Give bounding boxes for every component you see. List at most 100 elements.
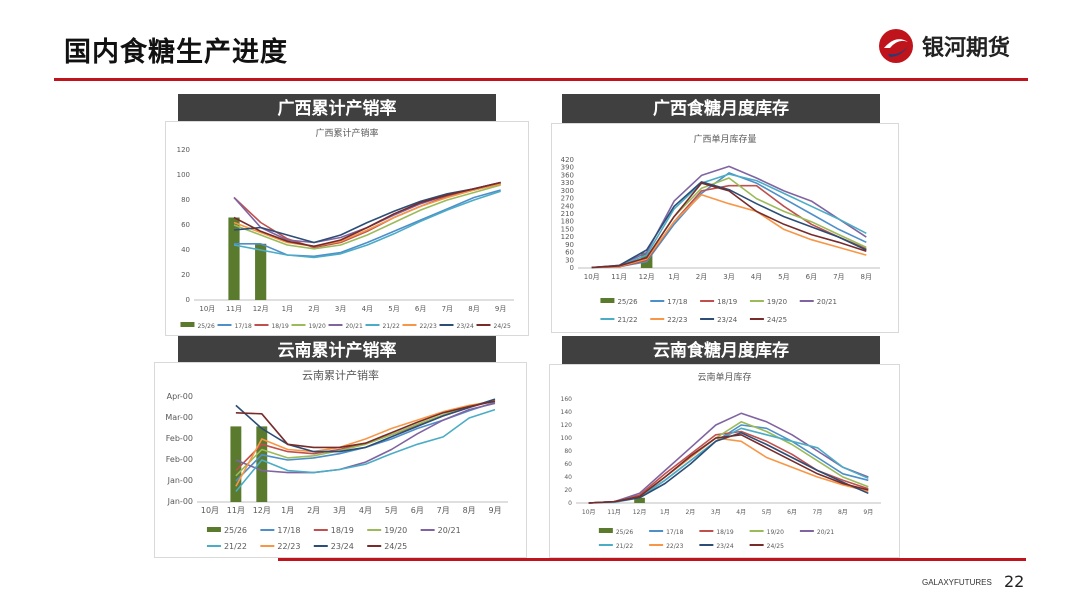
chart-gx_rate-legend-label: 24/25 — [494, 323, 511, 330]
chart-yn_rate-legend-label: 21/22 — [224, 542, 247, 551]
chart-gx-stock: 广西单月库存量 0 30 60 90 120 150 180 210 240 270 300 330 36… — [551, 123, 899, 333]
chart-gx_stock-xtick-label: 3月 — [723, 273, 734, 281]
chart-yn_stock-ytick-label: 60 — [564, 461, 572, 468]
chart-yn_rate-legend-swatch — [206, 527, 221, 532]
chart-yn_stock-xtick-label: 11月 — [607, 509, 621, 516]
chart-gx_stock-xtick-label: 8月 — [861, 273, 872, 281]
chart-yn_stock-legend-label: 18/19 — [716, 529, 733, 536]
chart-yn_stock-ytick-label: 160 — [561, 396, 573, 403]
chart-yn_stock-legend-label: 21/22 — [616, 543, 633, 550]
chart-yn_rate-legend-label: 20/21 — [438, 526, 461, 535]
chart-yn_stock-xtick-label: 3月 — [711, 509, 721, 516]
chart-yn_rate-ytick-label: Jan-00 — [167, 476, 193, 485]
chart-yn_rate-ytick-label: Apr-00 — [167, 392, 193, 401]
logo-text: 银河期货 — [922, 36, 1011, 61]
chart-yn_rate-xtick-label: 10月 — [201, 506, 219, 515]
chart-yn_stock-ytick-label: 100 — [561, 435, 573, 442]
chart-gx_rate-ytick-label: 0 — [186, 296, 190, 304]
chart-gx_stock-legend-label: 22/23 — [667, 316, 687, 324]
chart-gx_stock-series-line — [591, 184, 867, 269]
chart-gx_stock-series-line — [591, 182, 867, 269]
chart-yn_rate-legend-label: 17/18 — [277, 526, 300, 535]
chart-yn_rate-xtick-label: 6月 — [411, 506, 424, 515]
chart-yn_rate-xtick-label: 1月 — [281, 506, 294, 515]
chart-gx_stock-xtick-label: 10月 — [584, 273, 600, 281]
chart-yn_rate-ytick-label: Feb-00 — [166, 434, 193, 443]
chart-gx_stock-series-line — [591, 165, 867, 269]
chart-yn_stock-ytick-label: 120 — [561, 422, 573, 429]
chart-yn_rate-series-line — [235, 400, 496, 487]
chart-gx_rate-xtick-label: 11月 — [226, 305, 242, 313]
chart-gx_stock-ytick-label: 420 — [561, 156, 574, 164]
chart-yn_stock-legend-label: 20/21 — [817, 529, 834, 536]
chart-gx_rate-ytick-label: 80 — [181, 196, 190, 204]
chart-gx_stock-xtick-label: 5月 — [778, 273, 789, 281]
chart-yn_stock-series-line — [588, 432, 869, 504]
chart-yn_rate-series-line — [235, 408, 496, 493]
chart-gx_stock-ytick-label: 270 — [561, 195, 574, 203]
chart-gx_rate-series-line — [234, 189, 501, 258]
chart-gx_stock-legend-label: 21/22 — [617, 316, 637, 324]
chart-yn_rate-title: 云南累计产销率 — [302, 368, 379, 382]
chart-yn_stock-legend-label: 17/18 — [666, 529, 683, 536]
galaxy-logo-icon — [879, 29, 913, 63]
chart-gx_rate-xtick-label: 2月 — [308, 305, 319, 313]
chart-yn_stock-ytick-label: 20 — [564, 487, 572, 494]
chart-yn_stock-legend-swatch — [598, 528, 613, 533]
chart-gx_rate-legend-label: 25/26 — [197, 323, 214, 330]
chart-yn_rate-xtick-label: 8月 — [463, 506, 476, 515]
chart-gx_stock-ytick-label: 330 — [561, 179, 574, 187]
page-title: 国内食糖生产进度 — [64, 37, 288, 68]
chart-yn_stock-ytick-label: 40 — [564, 474, 572, 481]
chart-gx_stock-ytick-label: 390 — [561, 164, 574, 172]
chart-gx_stock-legend-label: 23/24 — [717, 316, 738, 324]
chart-yn_stock-xtick-label: 4月 — [736, 509, 746, 516]
chart-yn_stock-xtick-label: 12月 — [633, 509, 647, 516]
chart-gx_rate-xtick-label: 1月 — [282, 305, 293, 313]
chart-gx_stock-ytick-label: 240 — [561, 202, 574, 210]
chart-yn_rate-xtick-label: 2月 — [307, 506, 320, 515]
chart-gx_rate-ytick-label: 40 — [181, 246, 190, 254]
chart-yn_rate-ytick-label: Jan-00 — [167, 497, 193, 506]
chart-gx_rate-bar — [255, 243, 267, 300]
chart-yn-rate: 云南累计产销率 Jan-00 Jan-00 Feb-00 Feb-00 Mar-00 Apr… — [154, 362, 527, 558]
section-header-gx-stock: 广西食糖月度库存 — [562, 94, 880, 124]
chart-yn_stock-legend-label: 24/25 — [767, 543, 784, 550]
chart-yn_rate-legend-label: 19/20 — [384, 526, 407, 535]
chart-yn_rate-legend-label: 18/19 — [331, 526, 354, 535]
chart-gx_stock-legend-label: 20/21 — [817, 298, 837, 306]
chart-gx_stock-title: 广西单月库存量 — [693, 133, 756, 145]
chart-yn_stock-bar — [634, 497, 645, 503]
chart-yn_rate-xtick-label: 7月 — [437, 506, 450, 515]
chart-yn_rate-xtick-label: 12月 — [253, 506, 271, 515]
page-number: 22 — [1004, 572, 1025, 591]
chart-yn_stock-xtick-label: 8月 — [838, 509, 848, 516]
chart-yn_rate-legend-label: 22/23 — [277, 542, 300, 551]
chart-gx_rate-legend-label: 20/21 — [345, 323, 362, 330]
section-header-yn-rate: 云南累计产销率 — [178, 336, 496, 366]
brand-logo: 银河期货 — [876, 26, 1010, 66]
chart-gx_stock-ytick-label: 180 — [561, 218, 574, 226]
chart-gx_stock-ytick-label: 60 — [565, 249, 574, 257]
chart-yn_stock-series-line — [588, 437, 869, 504]
chart-gx_stock-legend-label: 17/18 — [667, 298, 687, 306]
chart-yn_rate-bar — [256, 426, 268, 502]
chart-gx_rate-xtick-label: 4月 — [362, 305, 373, 313]
chart-gx_stock-series-line — [591, 173, 867, 269]
chart-gx_stock-ytick-label: 360 — [561, 171, 574, 179]
chart-gx_rate-bar — [228, 217, 240, 300]
chart-yn_stock-xtick-label: 2月 — [685, 509, 695, 516]
chart-yn_rate-bar — [230, 426, 242, 502]
chart-gx_stock-ytick-label: 150 — [561, 225, 574, 233]
chart-gx_rate-ytick-label: 100 — [177, 171, 190, 179]
chart-yn_stock-title: 云南单月库存 — [697, 371, 751, 383]
footer-brand: GALAXYFUTURES — [922, 578, 992, 587]
chart-gx_stock-ytick-label: 90 — [565, 241, 574, 249]
chart-gx_rate-legend-label: 23/24 — [457, 323, 474, 330]
chart-gx_rate-xtick-label: 12月 — [253, 305, 269, 313]
chart-yn_rate-series-line — [235, 398, 496, 453]
chart-gx_rate-xtick-label: 6月 — [415, 305, 426, 313]
chart-gx_rate-series-line — [233, 183, 501, 248]
section-header-gx-rate: 广西累计产销率 — [178, 94, 496, 124]
chart-gx_rate-xtick-label: 9月 — [495, 305, 506, 313]
